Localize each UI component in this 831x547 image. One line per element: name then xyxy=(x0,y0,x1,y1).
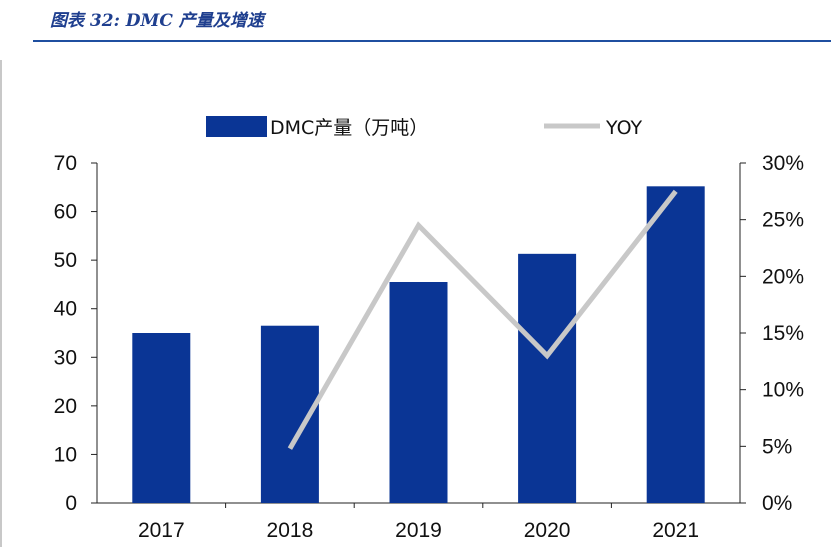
legend-label-line: YOY xyxy=(605,117,642,139)
right-tick-label: 20% xyxy=(762,265,804,288)
bar-2017 xyxy=(132,333,191,503)
left-tick-label: 70 xyxy=(54,152,77,175)
left-tick-label: 20 xyxy=(54,395,77,418)
right-tick-label: 15% xyxy=(762,322,804,345)
bar-2019 xyxy=(389,282,448,503)
right-tick-label: 25% xyxy=(762,209,804,232)
legend-label-bar: DMC产量（万吨） xyxy=(270,117,428,139)
yoy-line xyxy=(287,189,678,450)
x-tick-label: 2021 xyxy=(652,519,699,542)
left-tick-label: 50 xyxy=(54,249,77,272)
left-tick-label: 0 xyxy=(65,492,77,515)
left-tick-label: 10 xyxy=(54,443,77,466)
x-tick-label: 2020 xyxy=(524,519,571,542)
bar-2021 xyxy=(646,186,705,504)
bar-2020 xyxy=(518,253,577,503)
legend: DMC产量（万吨） YOY xyxy=(206,116,642,139)
left-tick-label: 30 xyxy=(54,346,77,369)
yoy-line-layer xyxy=(287,189,678,450)
page-left-border xyxy=(0,60,2,547)
bars-layer xyxy=(132,186,705,504)
left-tick-label: 60 xyxy=(54,201,77,224)
x-tick-label: 2017 xyxy=(138,519,185,542)
legend-swatch-bar xyxy=(206,116,267,137)
figure-title: 图表 32: DMC 产量及增速 xyxy=(50,11,264,31)
right-tick-label: 30% xyxy=(762,152,804,175)
right-tick-label: 5% xyxy=(762,435,792,458)
left-tick-label: 40 xyxy=(54,298,77,321)
tick-labels-layer: 0 10 20 30 40 50 60 70 0% 5% 10% 15% 20% 25% 30% 2017 20… xyxy=(54,152,804,542)
right-tick-label: 10% xyxy=(762,379,804,402)
x-tick-label: 2019 xyxy=(395,519,442,542)
title-divider xyxy=(33,40,831,42)
x-tick-label: 2018 xyxy=(267,519,314,542)
right-tick-label: 0% xyxy=(762,492,792,515)
